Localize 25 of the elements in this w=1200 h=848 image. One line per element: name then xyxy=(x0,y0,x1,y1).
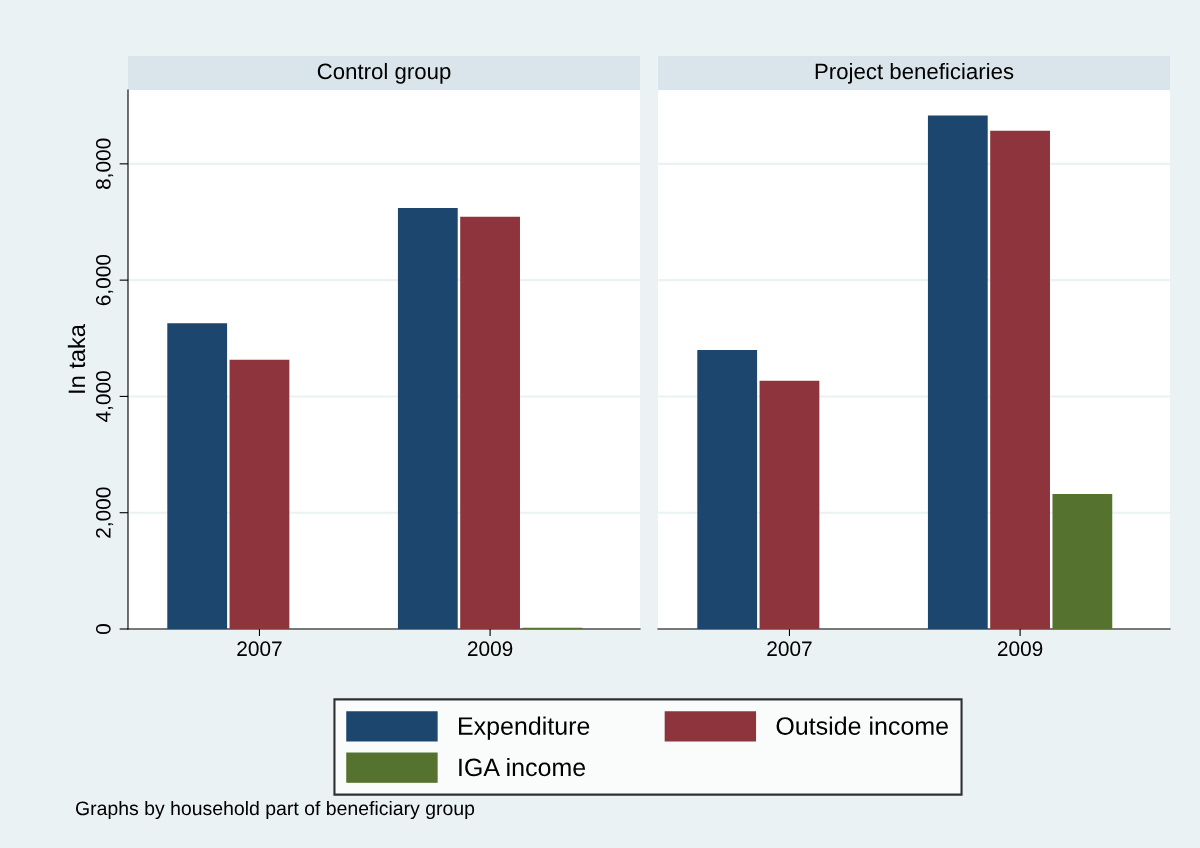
chart-title: Control group xyxy=(317,62,451,84)
bar xyxy=(990,130,1050,629)
y-tick-label: 2,000 xyxy=(95,487,114,538)
chart-title: Project beneficiaries xyxy=(815,62,1014,84)
bar xyxy=(397,208,458,629)
y-tick-label: 8,000 xyxy=(95,138,114,189)
y-tick-label: 6,000 xyxy=(95,254,114,306)
bar xyxy=(1052,494,1113,629)
y-tick-label: 4,000 xyxy=(95,371,114,423)
legend-label: IGA income xyxy=(459,757,586,777)
bar xyxy=(759,380,820,629)
text: Graphs by household part of beneficiary group xyxy=(75,800,475,820)
x-tick-label: 2007 xyxy=(237,641,282,657)
x-tick-label: 2009 xyxy=(467,641,513,657)
bar xyxy=(460,216,520,629)
y-tick-label: 0 xyxy=(95,624,111,634)
legend-label: Expenditure xyxy=(459,716,590,740)
x-tick-label: 2009 xyxy=(997,641,1043,657)
x-tick-label: 2007 xyxy=(767,641,812,657)
bar xyxy=(229,359,290,629)
bar xyxy=(697,349,758,629)
bar xyxy=(167,323,228,629)
bar xyxy=(927,115,988,629)
y-axis-title: In taka xyxy=(67,324,86,393)
legend-label: Outside income xyxy=(776,716,948,735)
